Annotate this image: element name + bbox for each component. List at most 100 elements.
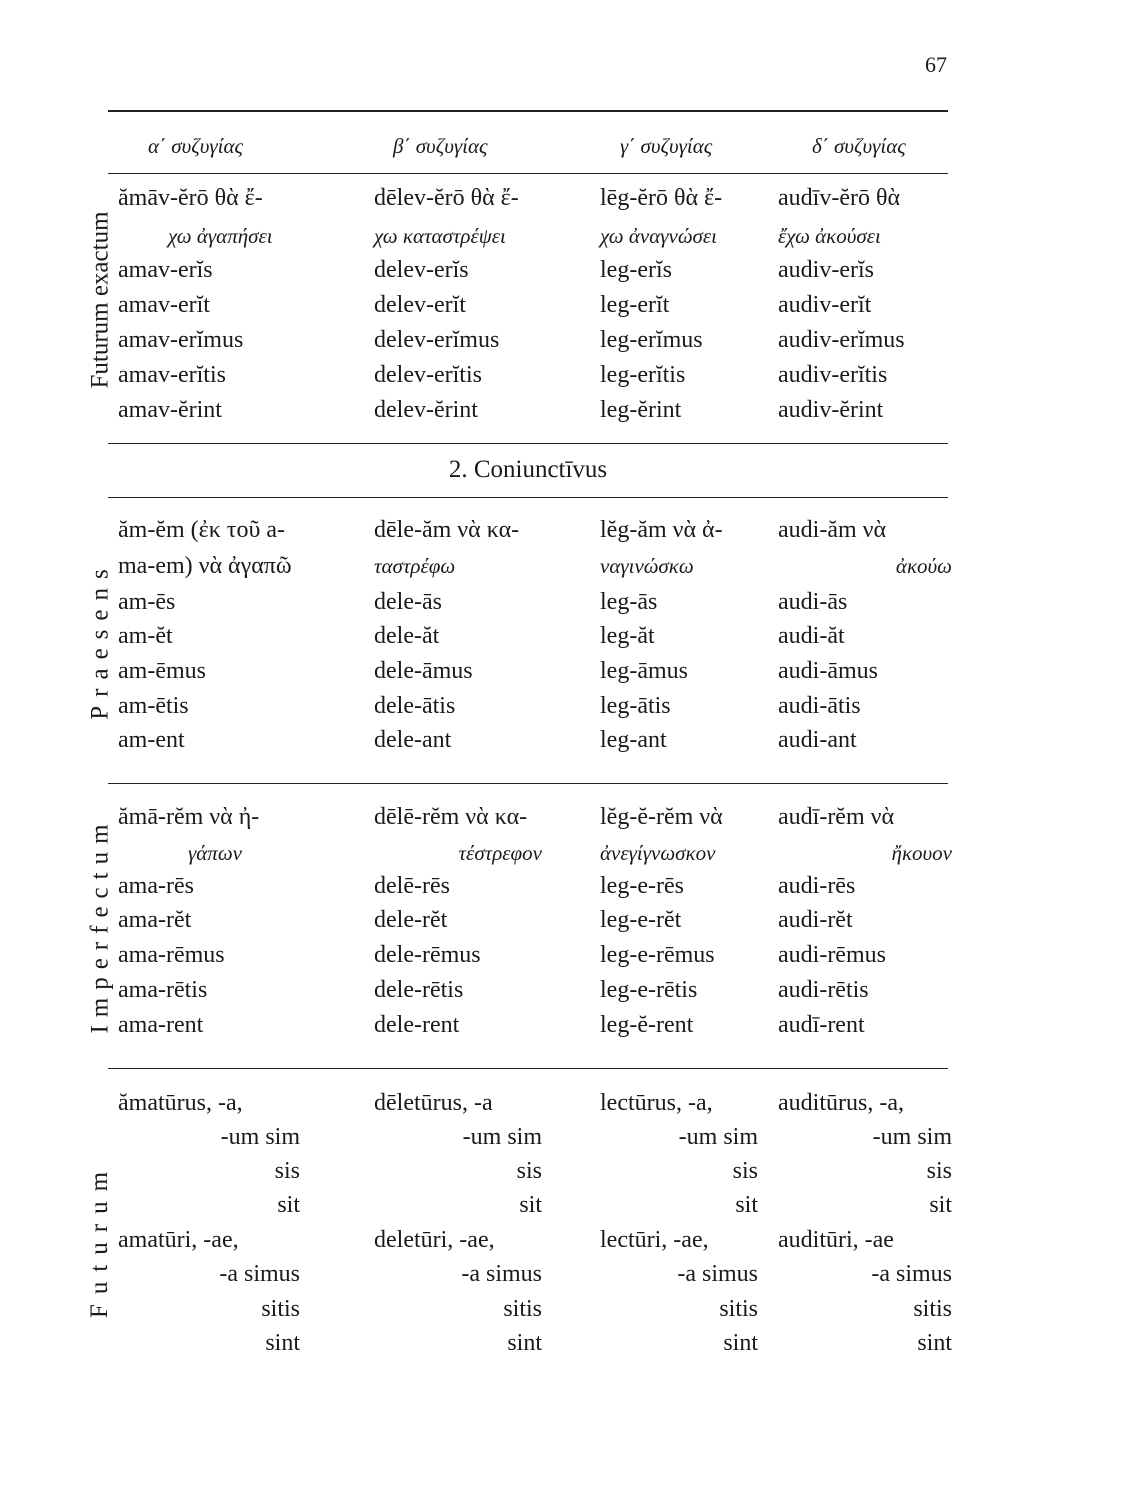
conjugation-cell: delev-ĕrint (374, 393, 542, 427)
cell-text: audi-ātis (778, 693, 861, 719)
conjugation-cell: dele-ăt (374, 619, 542, 653)
conjugation-cell: χω καταστρέψει (374, 219, 542, 253)
cell-text: amav-ĕrint (118, 397, 222, 423)
section-rule (108, 783, 948, 784)
conjugation-cell: ama-rētis (118, 973, 300, 1007)
cell-text: sit (735, 1192, 758, 1218)
cell-text: audi-rēs (778, 873, 856, 899)
conjugation-cell: leg-ant (600, 723, 758, 757)
conjugation-cell: leg-ĕ-rent (600, 1008, 758, 1042)
cell-text: leg-āmus (600, 658, 688, 684)
conjugation-cell: sitis (374, 1292, 542, 1326)
cell-text: lectūrus, -a, (600, 1090, 713, 1116)
table-row: am-ĕt dele-ăt leg-ăt audi-ăt (0, 619, 1123, 653)
table-row: ămā-rĕm νὰ ἠ-dēlē-rĕm νὰ κα-lĕg-ĕ-rĕm νὰ… (0, 800, 1123, 834)
cell-text: lĕg-ĕ-rĕm νὰ (600, 804, 723, 830)
conjugation-cell: sint (374, 1326, 542, 1360)
conjugation-cell: lectūrus, -a, (600, 1086, 758, 1120)
conjugation-cell: audi-rētis (778, 973, 952, 1007)
cell-text: lectūri, -ae, (600, 1227, 709, 1253)
conjugation-cell: dele-āmus (374, 654, 542, 688)
cell-text: leg-ant (600, 727, 667, 753)
cell-text: leg-ăt (600, 623, 655, 649)
cell-text: ăm-ĕm (ἐκ τοῦ a- (118, 517, 285, 543)
conjugation-cell: delev-erĭtis (374, 358, 542, 392)
section-rule (108, 497, 948, 498)
conjugation-cell: audīv-ĕrō θὰ (778, 181, 952, 215)
conjugation-cell: amav-erĭtis (118, 358, 300, 392)
conjugation-cell: amav-ĕrint (118, 393, 300, 427)
conjugation-cell: lēg-ĕrō θὰ ἔ- (600, 181, 758, 215)
cell-text: -um sim (462, 1124, 542, 1150)
cell-text: ama-rent (118, 1012, 204, 1038)
cell-text: audi-rēmus (778, 942, 886, 968)
cell-text: am-ĕt (118, 623, 173, 649)
conjugation-cell: amav-erĭs (118, 253, 300, 287)
cell-text: delev-erĭs (374, 257, 469, 283)
conjugation-cell: delē-rēs (374, 869, 542, 903)
cell-text: dele-ātis (374, 693, 456, 719)
conjugation-cell: audī-rĕm νὰ (778, 800, 952, 834)
conjugation-cell: ămāv-ĕrō θὰ ἔ- (118, 181, 300, 215)
table-row: ăm-ĕm (ἐκ τοῦ a-dēle-ăm νὰ κα-lĕg-ăm νὰ … (0, 513, 1123, 547)
cell-text: delē-rēs (374, 873, 450, 899)
conjugation-cell: dele-ātis (374, 689, 542, 723)
conjugation-cell: leg-ātis (600, 689, 758, 723)
cell-text: χω ἀναγνώσει (600, 224, 717, 248)
conjugation-cell: dele-rĕt (374, 903, 542, 937)
conjugation-cell: dēle-ăm νὰ κα- (374, 513, 542, 547)
table-row: amav-ĕrint delev-ĕrint leg-ĕrint audiv-ĕrin… (0, 393, 1123, 427)
cell-text: χω ἀγαπήσει (168, 224, 273, 248)
cell-text: am-ēmus (118, 658, 206, 684)
cell-text: ma-em) νὰ ἀγαπῶ (118, 553, 292, 579)
cell-text: amav-erĭtis (118, 362, 226, 388)
cell-text: delev-erĭtis (374, 362, 482, 388)
conjugation-cell: ama-rēs (118, 869, 300, 903)
cell-text: delev-ĕrint (374, 397, 478, 423)
conjugation-cell: leg-ĕrint (600, 393, 758, 427)
cell-text: dēletūrus, -a (374, 1090, 493, 1116)
cell-text: ama-rēmus (118, 942, 225, 968)
conjugation-cell: ama-rēmus (118, 938, 300, 972)
table-row: sint sint sint sint (0, 1326, 1123, 1360)
conjugation-cell: leg-erĭs (600, 253, 758, 287)
cell-text: audi-ās (778, 589, 848, 615)
cell-text: sint (723, 1330, 758, 1356)
conjugation-cell: audi-ant (778, 723, 952, 757)
table-row: ama-rēs delē-rēs leg-e-rēs audi-rēs (0, 869, 1123, 903)
cell-text: am-ēs (118, 589, 176, 615)
section-rule (108, 1068, 948, 1069)
conjugation-cell: sint (600, 1326, 758, 1360)
cell-text: ămā-rĕm νὰ ἠ- (118, 804, 260, 830)
table-row: ama-rent dele-rent leg-ĕ-rent audī-rent (0, 1008, 1123, 1042)
conjugation-cell: am-ētis (118, 689, 300, 723)
cell-text: ἀκούω (895, 554, 952, 578)
conjugation-cell: am-ent (118, 723, 300, 757)
cell-text: sint (265, 1330, 300, 1356)
conjugation-cell: audiv-erĭs (778, 253, 952, 287)
cell-text: sis (274, 1158, 300, 1184)
cell-text: -um sim (872, 1124, 952, 1150)
conjugation-cell: leg-e-rētis (600, 973, 758, 1007)
conjugation-cell: ămā-rĕm νὰ ἠ- (118, 800, 300, 834)
table-row: ămāv-ĕrō θὰ ἔ-dēlev-ĕrō θὰ ἔ-lēg-ĕrō θὰ … (0, 181, 1123, 215)
cell-text: auditūri, -ae (778, 1227, 894, 1253)
cell-text: sis (516, 1158, 542, 1184)
conjugation-cell: audi-ātis (778, 689, 952, 723)
cell-text: χω καταστρέψει (374, 224, 506, 248)
conjugation-cell: amatūri, -ae, (118, 1223, 300, 1257)
conjugation-cell: ἤκουον (778, 836, 952, 870)
conjugation-cell: -um sim (118, 1120, 300, 1154)
conjugation-cell: audi-āmus (778, 654, 952, 688)
cell-text: sint (507, 1330, 542, 1356)
cell-text: audiv-erĭtis (778, 362, 888, 388)
cell-text: dele-ās (374, 589, 442, 615)
conjugation-cell: -a simus (118, 1257, 300, 1291)
conjugation-cell: delev-erĭs (374, 253, 542, 287)
cell-text: ἤκουον (891, 841, 952, 865)
cell-text: deletūri, -ae, (374, 1227, 495, 1253)
conjugation-cell: ma-em) νὰ ἀγαπῶ (118, 549, 300, 583)
conjugation-cell: ămatūrus, -a, (118, 1086, 300, 1120)
conjugation-cell: ama-rent (118, 1008, 300, 1042)
cell-text: -a simus (461, 1261, 542, 1287)
